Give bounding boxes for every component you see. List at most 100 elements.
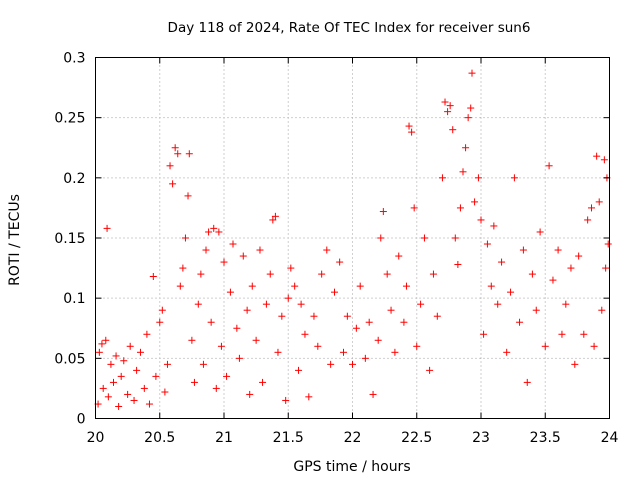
data-point	[318, 270, 326, 278]
y-tick-label: 0	[77, 412, 86, 428]
data-point	[171, 144, 179, 152]
data-point	[323, 246, 331, 254]
data-point	[562, 300, 570, 308]
data-point	[269, 216, 277, 224]
data-point	[243, 306, 251, 314]
data-point	[503, 348, 511, 356]
data-point	[343, 312, 351, 320]
data-point	[107, 360, 115, 368]
data-point	[588, 204, 596, 212]
data-point	[207, 318, 215, 326]
data-point	[149, 273, 157, 281]
data-point	[226, 288, 234, 296]
data-point	[456, 204, 464, 212]
data-point	[229, 240, 237, 248]
data-point	[580, 330, 588, 338]
data-point	[454, 260, 462, 268]
data-point	[405, 122, 413, 130]
data-point	[532, 306, 540, 314]
data-point	[395, 252, 403, 260]
data-point	[340, 348, 348, 356]
data-point	[545, 162, 553, 170]
data-point	[474, 174, 482, 182]
data-point	[441, 98, 449, 106]
data-point	[235, 354, 243, 362]
data-point	[181, 234, 189, 242]
data-point	[305, 393, 313, 401]
data-point	[451, 234, 459, 242]
data-point	[140, 384, 148, 392]
y-tick-label: 0.2	[63, 171, 85, 187]
data-point	[510, 174, 518, 182]
data-point	[161, 388, 169, 396]
axis-ticks: 20 20.5 21 21.5 22 22.5 23 23.5 24 0 0.05 0.1 0.15 0.…	[54, 51, 618, 447]
data-point	[494, 300, 502, 308]
data-point	[259, 378, 267, 386]
data-point	[571, 360, 579, 368]
data-point	[477, 216, 485, 224]
data-point	[413, 342, 421, 350]
data-point	[133, 366, 141, 374]
data-point	[483, 240, 491, 248]
data-point	[205, 228, 213, 236]
data-point	[163, 360, 171, 368]
data-point	[115, 402, 123, 410]
data-point	[256, 246, 264, 254]
data-point	[112, 352, 120, 360]
data-point	[169, 180, 177, 188]
data-point	[541, 342, 549, 350]
data-point	[449, 126, 457, 134]
data-point	[600, 156, 608, 164]
data-point	[124, 390, 132, 398]
data-point	[248, 282, 256, 290]
data-point	[98, 340, 106, 348]
data-point	[266, 270, 274, 278]
data-point	[528, 270, 536, 278]
y-tick-label: 0.05	[54, 351, 85, 367]
data-point	[549, 276, 557, 284]
data-point	[188, 336, 196, 344]
data-point	[197, 270, 205, 278]
data-point	[120, 357, 128, 365]
data-point	[287, 264, 295, 272]
data-point	[185, 150, 193, 158]
data-point	[426, 366, 434, 374]
data-point	[199, 360, 207, 368]
data-point	[212, 384, 220, 392]
data-point	[379, 208, 387, 216]
data-point	[184, 192, 192, 200]
data-point	[295, 366, 303, 374]
data-point	[377, 234, 385, 242]
data-point	[498, 258, 506, 266]
data-point	[402, 282, 410, 290]
data-point	[252, 336, 260, 344]
data-point	[352, 324, 360, 332]
data-point	[246, 390, 254, 398]
data-point	[446, 102, 454, 110]
data-point	[462, 144, 470, 152]
data-point	[278, 312, 286, 320]
data-point	[194, 300, 202, 308]
data-point	[239, 252, 247, 260]
data-point	[433, 312, 441, 320]
data-point	[210, 224, 218, 232]
data-point	[202, 246, 210, 254]
y-tick-label: 0.15	[54, 231, 85, 247]
data-point	[438, 174, 446, 182]
data-point	[410, 204, 418, 212]
data-point	[444, 108, 452, 116]
scatter-series	[94, 69, 612, 410]
data-point	[282, 396, 290, 404]
data-point	[590, 342, 598, 350]
data-point	[604, 240, 612, 248]
data-point	[408, 128, 416, 136]
data-point	[365, 318, 373, 326]
data-point	[143, 330, 151, 338]
data-point	[584, 216, 592, 224]
data-point	[314, 342, 322, 350]
data-point	[130, 396, 138, 404]
data-point	[429, 270, 437, 278]
data-point	[166, 162, 174, 170]
data-point	[104, 393, 112, 401]
